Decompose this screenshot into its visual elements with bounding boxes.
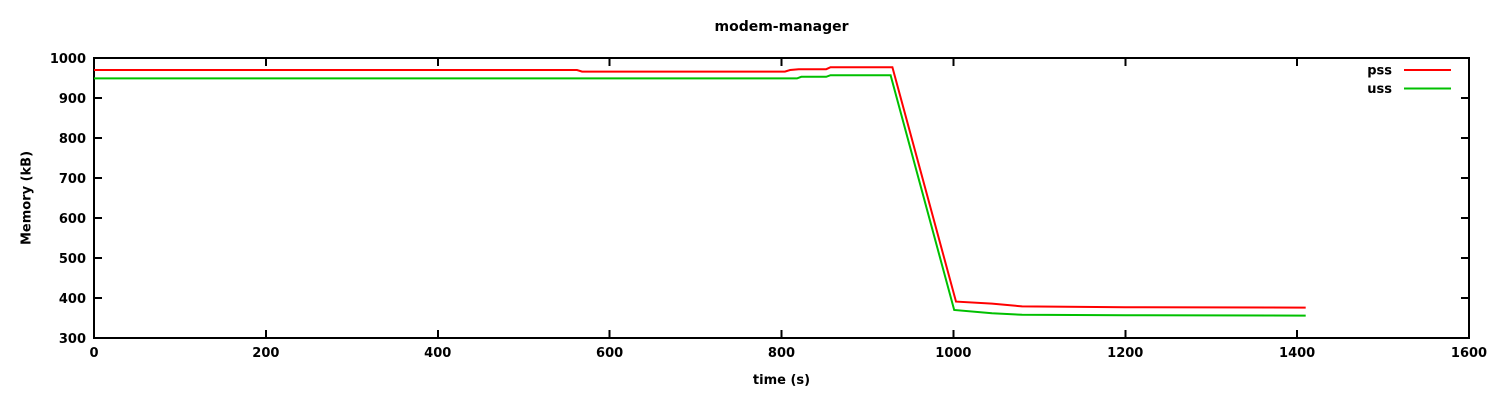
series-line-pss: [94, 66, 1306, 309]
x-tick-label: 0: [89, 346, 98, 361]
x-tick-label: 1200: [1107, 346, 1143, 361]
y-tick-label: 700: [59, 172, 86, 187]
y-tick-label: 300: [59, 332, 86, 347]
x-tick-label: 800: [768, 346, 795, 361]
x-tick-label: 1600: [1451, 346, 1487, 361]
x-tick-label: 600: [596, 346, 623, 361]
y-tick-label: 900: [59, 92, 86, 107]
series-line-uss: [94, 74, 1306, 317]
legend-label-uss: uss: [1367, 82, 1392, 97]
y-tick-label: 600: [59, 212, 86, 227]
x-axis-label: time (s): [752, 373, 811, 388]
x-tick-label: 400: [424, 346, 451, 361]
chart-title: modem-manager: [714, 19, 849, 35]
x-tick-label: 1400: [1279, 346, 1315, 361]
plot-border: [93, 57, 1470, 339]
y-tick-label: 800: [59, 132, 86, 147]
y-tick-label: 1000: [50, 52, 86, 67]
legend-label-pss: pss: [1367, 64, 1392, 79]
x-tick-label: 200: [252, 346, 279, 361]
y-tick-label: 500: [59, 252, 86, 267]
x-tick-label: 1000: [935, 346, 971, 361]
y-tick-label: 400: [59, 292, 86, 307]
